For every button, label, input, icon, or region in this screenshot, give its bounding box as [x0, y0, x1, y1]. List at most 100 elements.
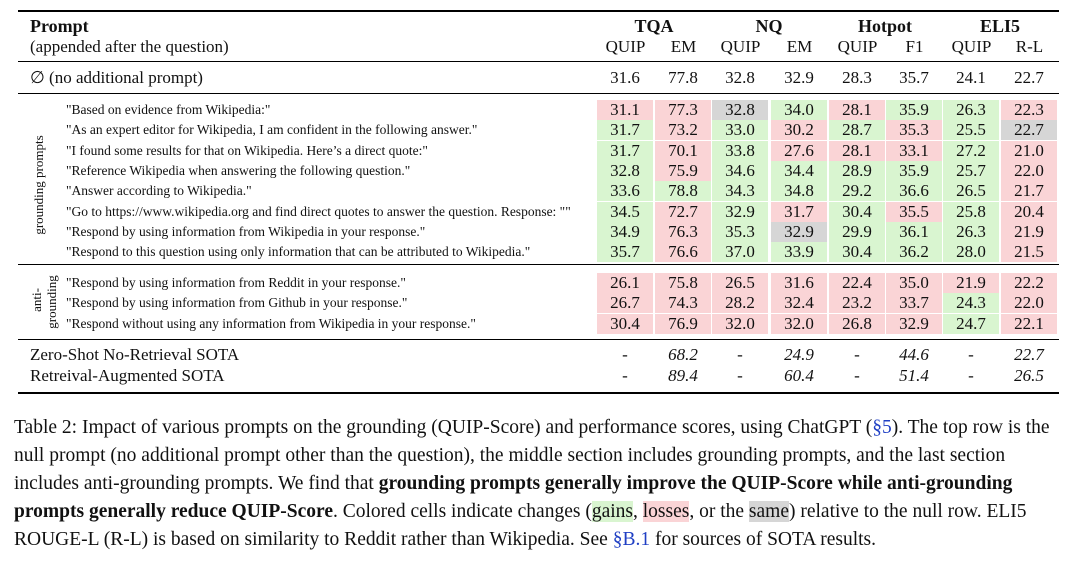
- value-cell: 28.1: [829, 100, 885, 120]
- value-cell: 33.7: [886, 293, 942, 314]
- value-cell: 73.2: [655, 120, 711, 141]
- value-cell: 72.7: [655, 201, 711, 222]
- sota-label: Zero-Shot No-Retrieval SOTA: [30, 345, 240, 364]
- value-cell: 35.7: [899, 68, 929, 87]
- value-cell: 33.9: [771, 242, 827, 263]
- value-cell: -: [737, 345, 743, 364]
- value-cell: 33.8: [712, 140, 768, 161]
- value-cell: 32.8: [712, 100, 768, 120]
- grounding-rule: [18, 264, 1059, 265]
- gains-swatch: gains: [591, 501, 633, 522]
- value-cell: 35.0: [886, 273, 942, 293]
- value-cell: 34.6: [712, 160, 768, 181]
- value-cell: 32.4: [771, 293, 827, 314]
- value-cell: -: [854, 345, 860, 364]
- value-cell: 32.9: [784, 68, 814, 87]
- value-cell: 76.9: [655, 313, 711, 334]
- table-caption: Table 2: Impact of various prompts on th…: [14, 414, 1066, 554]
- caption-part-1: Table 2: Impact of various prompts on th…: [14, 417, 873, 438]
- value-cell: 30.4: [829, 201, 885, 222]
- metric-header: EM: [670, 37, 697, 56]
- losses-swatch: losses: [642, 501, 690, 522]
- value-cell: 28.2: [712, 293, 768, 314]
- value-cell: 22.0: [1001, 160, 1057, 181]
- value-cell: 26.5: [943, 181, 999, 202]
- value-cell: 26.5: [1014, 365, 1044, 385]
- value-cell: 22.2: [1001, 273, 1057, 293]
- bottom-rule: [18, 392, 1059, 394]
- value-cell: 31.7: [597, 140, 653, 161]
- value-cell: 33.0: [712, 120, 768, 141]
- value-cell: 75.9: [655, 160, 711, 181]
- grounding-prompt-text: "Based on evidence from Wikipedia:": [66, 102, 271, 117]
- value-cell: 27.6: [771, 140, 827, 161]
- value-cell: 76.6: [655, 242, 711, 263]
- value-cell: 32.8: [725, 68, 755, 87]
- section-b1-link[interactable]: §B.1: [612, 529, 651, 550]
- caption-part-4: ) relative to the null row. ELI5 ROUGE-L…: [14, 501, 1027, 550]
- caption-part-2: ). The top row is the null prompt (no ad…: [14, 417, 1050, 494]
- grounding-prompt-text: "Respond to this question using only inf…: [66, 244, 531, 260]
- value-cell: 35.9: [886, 160, 942, 181]
- value-cell: -: [968, 345, 974, 364]
- section-5-link[interactable]: §5: [872, 417, 892, 438]
- value-cell: 44.6: [899, 345, 929, 364]
- grounding-prompt-text: "Answer according to Wikipedia.": [66, 183, 252, 199]
- value-cell: 35.3: [886, 120, 942, 141]
- anti-prompt-text: "Respond by using information from Githu…: [66, 295, 408, 311]
- value-cell: 28.9: [829, 160, 885, 181]
- value-cell: 32.0: [712, 313, 768, 334]
- value-cell: 31.6: [610, 68, 640, 87]
- value-cell: 21.7: [1001, 181, 1057, 202]
- caption-sep-2: , or the: [689, 501, 749, 522]
- value-cell: 22.4: [829, 273, 885, 293]
- value-cell: 22.1: [1001, 313, 1057, 334]
- value-cell: 32.9: [886, 313, 942, 334]
- value-cell: 75.8: [655, 273, 711, 293]
- value-cell: 24.9: [784, 345, 814, 364]
- value-cell: 34.0: [771, 100, 827, 120]
- metric-header: QUIP: [605, 37, 646, 56]
- metric-header: QUIP: [837, 37, 878, 56]
- value-cell: 30.4: [597, 313, 653, 334]
- value-cell: 24.3: [943, 293, 999, 314]
- value-cell: 29.2: [829, 181, 885, 202]
- value-cell: 30.4: [829, 242, 885, 263]
- prompt-subheader: (appended after the question): [30, 37, 229, 56]
- value-cell: 28.0: [943, 242, 999, 263]
- value-cell: 28.1: [829, 140, 885, 161]
- value-cell: 25.8: [943, 201, 999, 222]
- value-cell: 26.5: [712, 273, 768, 293]
- header-rule: [18, 61, 1059, 62]
- metric-header: F1: [905, 37, 924, 56]
- dataset-header-eli5: ELI5: [979, 16, 1021, 36]
- prompt-header: Prompt: [30, 16, 89, 36]
- value-cell: 30.2: [771, 120, 827, 141]
- dataset-header-hotpot: Hotpot: [858, 16, 912, 36]
- value-cell: 78.8: [655, 181, 711, 202]
- value-cell: 36.6: [886, 181, 942, 202]
- value-cell: 77.3: [655, 100, 711, 120]
- metric-header: R-L: [1015, 37, 1044, 56]
- value-cell: 31.6: [771, 273, 827, 293]
- value-cell: 24.7: [943, 313, 999, 334]
- caption-sep-1: ,: [633, 501, 643, 522]
- anti-prompt-text: "Respond by using information from Reddi…: [66, 275, 406, 290]
- value-cell: 22.7: [1014, 345, 1044, 364]
- value-cell: 34.4: [771, 160, 827, 181]
- grounding-prompt-text: "Go to https://www.wikipedia.org and fin…: [66, 203, 571, 219]
- null-prompt-label: ∅ (no additional prompt): [30, 68, 203, 87]
- value-cell: 21.9: [943, 273, 999, 293]
- value-cell: 35.3: [712, 221, 768, 242]
- value-cell: 21.0: [1001, 140, 1057, 161]
- value-cell: 34.9: [597, 221, 653, 242]
- value-cell: 32.9: [771, 221, 827, 242]
- value-cell: 23.2: [829, 293, 885, 314]
- value-cell: 20.4: [1001, 201, 1057, 222]
- anti-prompt-text: "Respond without using any information f…: [66, 315, 476, 331]
- value-cell: 21.9: [1001, 221, 1057, 242]
- value-cell: 22.7: [1001, 120, 1057, 141]
- metric-header: QUIP: [951, 37, 992, 56]
- value-cell: 21.5: [1001, 242, 1057, 263]
- grounding-prompt-text: "As an expert editor for Wikipedia, I am…: [66, 122, 478, 138]
